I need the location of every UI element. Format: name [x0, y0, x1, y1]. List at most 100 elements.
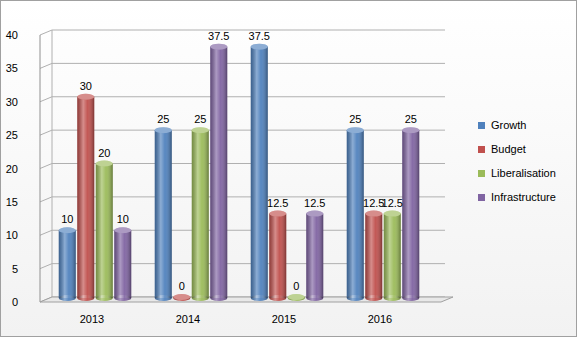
- bar-shade: [347, 130, 364, 298]
- bar-group: [251, 44, 268, 301]
- bar-bottom-shade: [77, 295, 94, 301]
- legend-swatch: [478, 170, 485, 177]
- bar-top: [192, 127, 209, 133]
- bar: [114, 230, 131, 298]
- bar-bottom-shade: [347, 295, 364, 301]
- bar-group: [384, 211, 401, 301]
- bar-bottom-shade: [288, 295, 305, 301]
- bar: [306, 214, 323, 298]
- bar-top: [114, 227, 131, 233]
- bar-bottom-shade: [365, 295, 382, 301]
- chart-container: 0510152025303540103020102502537.537.512.…: [0, 0, 577, 337]
- bar-bottom: [384, 295, 401, 301]
- bar-top-highlight: [96, 161, 113, 167]
- data-label: 25: [194, 113, 206, 125]
- bar-bottom: [155, 295, 172, 301]
- bar: [384, 214, 401, 298]
- x-tick-label: 2014: [176, 313, 200, 325]
- data-label: 30: [80, 80, 92, 92]
- grid-line: [40, 97, 445, 102]
- bar: [77, 97, 94, 298]
- bar-bottom-shade: [384, 295, 401, 301]
- x-tick-label: 2015: [272, 313, 296, 325]
- y-tick-label: 30: [6, 96, 18, 108]
- bar-group: [269, 211, 286, 301]
- bar-top-highlight: [269, 211, 286, 217]
- bar-shade: [365, 214, 382, 298]
- bar-bottom-shade: [173, 295, 190, 301]
- bar-top: [269, 211, 286, 217]
- bar-bottom-shade: [251, 295, 268, 301]
- bar-bottom: [306, 295, 323, 301]
- bar-top: [384, 211, 401, 217]
- bar-top-highlight: [210, 44, 227, 50]
- data-label: 25: [157, 113, 169, 125]
- data-label: 0: [293, 280, 299, 292]
- bar-top: [251, 44, 268, 50]
- bar: [59, 230, 76, 298]
- y-tick-label: 0: [12, 296, 18, 308]
- bar-top-highlight: [59, 227, 76, 233]
- legend-label: Infrastructure: [491, 191, 556, 203]
- bar-top-highlight: [288, 294, 305, 300]
- bar-bottom-shade: [210, 295, 227, 301]
- bar-group: [402, 127, 419, 301]
- y-tick-label: 20: [6, 163, 18, 175]
- y-tick-label: 5: [12, 263, 18, 275]
- bar: [269, 214, 286, 298]
- bar-bottom: [365, 295, 382, 301]
- grid-line: [40, 63, 445, 68]
- bar: [365, 214, 382, 298]
- y-tick-label: 10: [6, 229, 18, 241]
- bar-top: [96, 161, 113, 167]
- bar-bottom: [347, 295, 364, 301]
- bar-top: [77, 94, 94, 100]
- data-labels: 103020102502537.537.512.5012.52512.512.5…: [61, 30, 417, 292]
- data-label: 12.5: [267, 197, 288, 209]
- bar-shade: [59, 230, 76, 298]
- bar-bottom: [251, 295, 268, 301]
- bar-top-highlight: [347, 127, 364, 133]
- bar-top: [365, 211, 382, 217]
- bar-bottom-shade: [59, 295, 76, 301]
- bar-bottom: [402, 295, 419, 301]
- bar-top: [155, 127, 172, 133]
- y-tick-label: 35: [6, 62, 18, 74]
- data-label: 20: [98, 147, 110, 159]
- y-tick-label: 15: [6, 196, 18, 208]
- grid: 0510152025303540: [6, 29, 445, 308]
- bar-shade: [114, 230, 131, 298]
- bar-shade: [402, 130, 419, 298]
- bar-top-highlight: [365, 211, 382, 217]
- data-label: 12.5: [382, 197, 403, 209]
- bar: [402, 130, 419, 298]
- legend-label: Liberalisation: [491, 167, 556, 179]
- bar-bottom: [59, 295, 76, 301]
- bar: [210, 47, 227, 298]
- bars: [59, 44, 420, 301]
- data-label: 10: [61, 213, 73, 225]
- bar-bottom: [269, 295, 286, 301]
- bar-top: [288, 294, 305, 300]
- bar-group: [59, 227, 76, 301]
- bar-group: [96, 161, 113, 302]
- bar-shade: [192, 130, 209, 298]
- y-tick-label: 25: [6, 129, 18, 141]
- bar-top-highlight: [384, 211, 401, 217]
- bar: [96, 164, 113, 299]
- grid-line: [40, 30, 445, 35]
- bar-group: [192, 127, 209, 301]
- bar-bottom-shade: [306, 295, 323, 301]
- data-label: 0: [179, 280, 185, 292]
- back-wall-edge: [52, 30, 53, 297]
- bar-shade: [77, 97, 94, 298]
- bar-top-highlight: [173, 294, 190, 300]
- bar-top-highlight: [77, 94, 94, 100]
- bar-bottom: [288, 295, 305, 301]
- data-label: 25: [405, 113, 417, 125]
- data-label: 25: [349, 113, 361, 125]
- bar-top: [59, 227, 76, 233]
- bar-bottom: [210, 295, 227, 301]
- bar-bottom-shade: [155, 295, 172, 301]
- bar-group: [210, 44, 227, 301]
